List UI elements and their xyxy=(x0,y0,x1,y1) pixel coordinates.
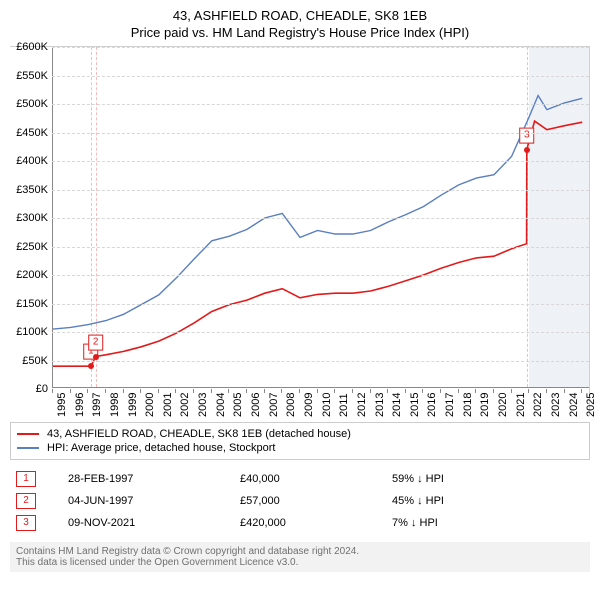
y-tick-label: £150K xyxy=(10,298,48,310)
txn-date: 04-JUN-1997 xyxy=(62,490,234,512)
txn-delta: 7% ↓ HPI xyxy=(386,512,590,534)
y-tick-label: £400K xyxy=(10,155,48,167)
chart-area: 123£0£50K£100K£150K£200K£250K£300K£350K£… xyxy=(10,46,590,416)
transaction-table: 1 28-FEB-1997£40,00059% ↓ HPI 2 04-JUN-1997… xyxy=(10,468,590,534)
legend: 43, ASHFIELD ROAD, CHEADLE, SK8 1EB (det… xyxy=(10,422,590,460)
txn-marker: 2 xyxy=(16,493,36,509)
y-tick-label: £300K xyxy=(10,212,48,224)
sale-marker xyxy=(88,363,94,369)
legend-swatch xyxy=(17,433,39,435)
txn-date: 28-FEB-1997 xyxy=(62,468,234,490)
footer: Contains HM Land Registry data © Crown c… xyxy=(10,542,590,572)
txn-price: £40,000 xyxy=(234,468,386,490)
series-line xyxy=(53,121,582,366)
title-block: 43, ASHFIELD ROAD, CHEADLE, SK8 1EB Pric… xyxy=(10,8,590,40)
legend-item: HPI: Average price, detached house, Stoc… xyxy=(17,441,583,455)
txn-date: 09-NOV-2021 xyxy=(62,512,234,534)
y-tick-label: £250K xyxy=(10,241,48,253)
y-tick-label: £100K xyxy=(10,326,48,338)
legend-item: 43, ASHFIELD ROAD, CHEADLE, SK8 1EB (det… xyxy=(17,427,583,441)
legend-swatch xyxy=(17,447,39,449)
txn-price: £420,000 xyxy=(234,512,386,534)
legend-label: HPI: Average price, detached house, Stoc… xyxy=(47,442,276,454)
title-line2: Price paid vs. HM Land Registry's House … xyxy=(10,25,590,40)
title-line1: 43, ASHFIELD ROAD, CHEADLE, SK8 1EB xyxy=(10,8,590,23)
txn-delta: 59% ↓ HPI xyxy=(386,468,590,490)
y-tick-label: £600K xyxy=(10,41,48,53)
txn-marker: 1 xyxy=(16,471,36,487)
sale-marker-label: 2 xyxy=(88,334,104,350)
footer-line2: This data is licensed under the Open Gov… xyxy=(16,557,584,568)
txn-marker: 3 xyxy=(16,515,36,531)
txn-delta: 45% ↓ HPI xyxy=(386,490,590,512)
sale-marker xyxy=(524,147,530,153)
y-tick-label: £550K xyxy=(10,70,48,82)
y-tick-label: £0 xyxy=(10,383,48,395)
sale-marker-label: 3 xyxy=(519,127,535,143)
chart-container: 43, ASHFIELD ROAD, CHEADLE, SK8 1EB Pric… xyxy=(0,0,600,576)
table-row: 1 28-FEB-1997£40,00059% ↓ HPI xyxy=(10,468,590,490)
table-row: 2 04-JUN-1997£57,00045% ↓ HPI xyxy=(10,490,590,512)
sale-marker xyxy=(93,354,99,360)
y-tick-label: £200K xyxy=(10,269,48,281)
y-tick-label: £50K xyxy=(10,355,48,367)
legend-label: 43, ASHFIELD ROAD, CHEADLE, SK8 1EB (det… xyxy=(47,428,351,440)
y-tick-label: £450K xyxy=(10,127,48,139)
y-tick-label: £500K xyxy=(10,98,48,110)
txn-price: £57,000 xyxy=(234,490,386,512)
table-row: 3 09-NOV-2021£420,0007% ↓ HPI xyxy=(10,512,590,534)
y-tick-label: £350K xyxy=(10,184,48,196)
footer-line1: Contains HM Land Registry data © Crown c… xyxy=(16,546,584,557)
